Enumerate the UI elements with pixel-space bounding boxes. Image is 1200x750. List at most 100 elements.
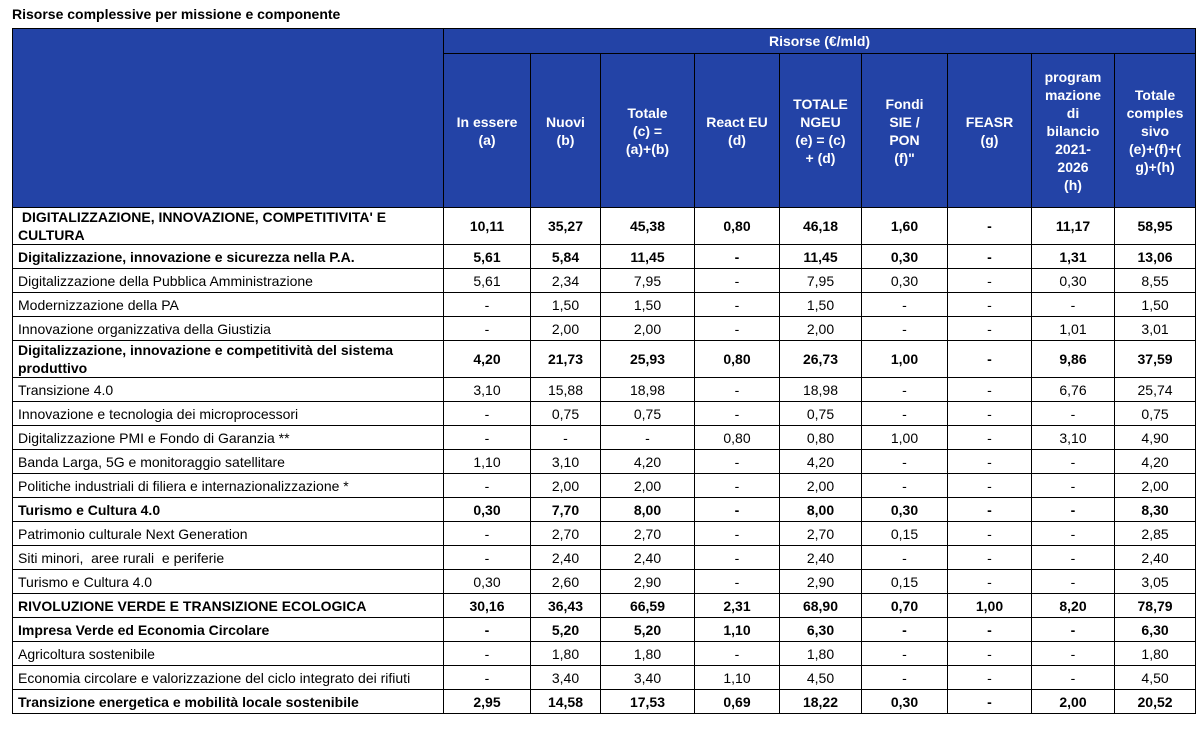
cell-value: - bbox=[861, 377, 948, 402]
cell-value: - bbox=[947, 377, 1032, 402]
column-header-line: + (d) bbox=[805, 149, 836, 166]
cell-value: 5,84 bbox=[530, 244, 601, 269]
cell-value: 2,34 bbox=[530, 268, 601, 293]
cell-value: 0,30 bbox=[861, 268, 948, 293]
cell-value: 4,20 bbox=[600, 449, 695, 474]
header-row: Risorse (€/mld) bbox=[12, 28, 1197, 208]
column-header-line: TOTALE bbox=[793, 95, 848, 112]
cell-value: 2,40 bbox=[779, 545, 862, 570]
cell-value: 30,16 bbox=[443, 593, 531, 618]
header-row: In essere (a) Nuovi (b) Totale (c) = (a)+(b) Re… bbox=[13, 53, 1197, 208]
cell-value: 9,86 bbox=[1031, 340, 1115, 378]
row-label: Impresa Verde ed Economia Circolare bbox=[12, 617, 444, 642]
cell-value: 58,95 bbox=[1113, 207, 1197, 245]
cell-value: - bbox=[1031, 641, 1115, 666]
cell-value: 0,75 bbox=[530, 401, 601, 426]
row-label: Turismo e Cultura 4.0 bbox=[12, 569, 444, 594]
cell-value: - bbox=[1031, 545, 1115, 570]
column-header-line: comples bbox=[1126, 104, 1184, 121]
row-label: Transizione 4.0 bbox=[12, 377, 444, 402]
cell-value: 0,80 bbox=[694, 207, 780, 245]
table-row: Impresa Verde ed Economia Circolare -5,20… bbox=[12, 617, 1197, 642]
cell-value: 2,70 bbox=[779, 521, 862, 546]
row-label: Economia circolare e valorizzazione del … bbox=[12, 665, 444, 690]
column-header-line: g)+(h) bbox=[1135, 158, 1175, 175]
cell-value: 3,40 bbox=[600, 665, 695, 690]
cell-value: 7,95 bbox=[779, 268, 862, 293]
row-label: Banda Larga, 5G e monitoraggio satellita… bbox=[12, 449, 444, 474]
cell-value: - bbox=[947, 569, 1032, 594]
cell-value: - bbox=[1031, 401, 1115, 426]
table-row: Agricoltura sostenibile -1,80 1,80-1,80- - -… bbox=[12, 641, 1197, 666]
cell-value: 0,75 bbox=[1113, 401, 1197, 426]
cell-value: - bbox=[1031, 473, 1115, 498]
cell-value: 0,70 bbox=[861, 593, 948, 618]
cell-value: 3,10 bbox=[1031, 425, 1115, 450]
cell-value: - bbox=[530, 425, 601, 450]
cell-value: - bbox=[443, 473, 531, 498]
cell-value: 1,31 bbox=[1031, 244, 1115, 269]
row-label: Modernizzazione della PA bbox=[12, 292, 444, 317]
cell-value: - bbox=[1031, 665, 1115, 690]
cell-value: 0,30 bbox=[1031, 268, 1115, 293]
cell-value: 2,00 bbox=[1113, 473, 1197, 498]
cell-value: 0,30 bbox=[861, 689, 948, 714]
cell-value: 0,80 bbox=[694, 340, 780, 378]
table-row: Turismo e Cultura 4.0 0,30 2,60 2,90-2,90 0,… bbox=[12, 569, 1197, 594]
row-label: Siti minori, aree rurali e periferie bbox=[12, 545, 444, 570]
cell-value: 2,00 bbox=[530, 473, 601, 498]
column-header-line: (a)+(b) bbox=[625, 140, 670, 157]
cell-value: - bbox=[861, 473, 948, 498]
cell-value: 2,31 bbox=[694, 593, 780, 618]
cell-value: 2,60 bbox=[530, 569, 601, 594]
cell-value: 0,30 bbox=[861, 497, 948, 522]
table-row: Innovazione organizzativa della Giustizi… bbox=[12, 316, 1197, 341]
table-row: Economia circolare e valorizzazione del … bbox=[12, 665, 1197, 690]
cell-value: 1,00 bbox=[947, 593, 1032, 618]
cell-value: - bbox=[1031, 617, 1115, 642]
cell-value: 68,90 bbox=[779, 593, 862, 618]
column-header-line: React EU bbox=[706, 113, 768, 130]
cell-value: - bbox=[443, 316, 531, 341]
cell-value: 6,76 bbox=[1031, 377, 1115, 402]
cell-value: - bbox=[694, 268, 780, 293]
cell-value: 10,11 bbox=[443, 207, 531, 245]
cell-value: 0,69 bbox=[694, 689, 780, 714]
cell-value: 1,10 bbox=[443, 449, 531, 474]
cell-value: 2,70 bbox=[530, 521, 601, 546]
cell-value: 14,58 bbox=[530, 689, 601, 714]
cell-value: 6,30 bbox=[779, 617, 862, 642]
table-row: RIVOLUZIONE VERDE E TRANSIZIONE ECOLOGIC… bbox=[12, 593, 1197, 618]
column-header: Nuovi (b) bbox=[530, 53, 601, 208]
cell-value: 2,00 bbox=[530, 316, 601, 341]
cell-value: 17,53 bbox=[600, 689, 695, 714]
cell-value: 5,61 bbox=[443, 244, 531, 269]
cell-value: 0,80 bbox=[779, 425, 862, 450]
cell-value: - bbox=[861, 665, 948, 690]
cell-value: - bbox=[861, 316, 948, 341]
cell-value: 0,75 bbox=[779, 401, 862, 426]
cell-value: 8,30 bbox=[1113, 497, 1197, 522]
cell-value: 1,10 bbox=[694, 617, 780, 642]
cell-value: - bbox=[947, 207, 1032, 245]
cell-value: 25,74 bbox=[1113, 377, 1197, 402]
cell-value: 3,40 bbox=[530, 665, 601, 690]
column-header-line: Fondi bbox=[885, 95, 924, 112]
row-label: Digitalizzazione PMI e Fondo di Garanzia… bbox=[12, 425, 444, 450]
cell-value: - bbox=[694, 641, 780, 666]
column-header-line: Totale bbox=[1134, 86, 1176, 103]
cell-value: 2,00 bbox=[600, 316, 695, 341]
cell-value: 46,18 bbox=[779, 207, 862, 245]
cell-value: - bbox=[694, 292, 780, 317]
cell-value: 78,79 bbox=[1113, 593, 1197, 618]
cell-value: - bbox=[861, 641, 948, 666]
cell-value: 8,55 bbox=[1113, 268, 1197, 293]
cell-value: 1,50 bbox=[600, 292, 695, 317]
cell-value: 1,00 bbox=[861, 425, 948, 450]
cell-value: 4,20 bbox=[779, 449, 862, 474]
cell-value: - bbox=[947, 244, 1032, 269]
table-row: Digitalizzazione, innovazione e sicurezz… bbox=[12, 244, 1197, 269]
cell-value: 4,20 bbox=[1113, 449, 1197, 474]
column-header-line: mazione bbox=[1044, 86, 1101, 103]
row-label: Innovazione e tecnologia dei microproces… bbox=[12, 401, 444, 426]
